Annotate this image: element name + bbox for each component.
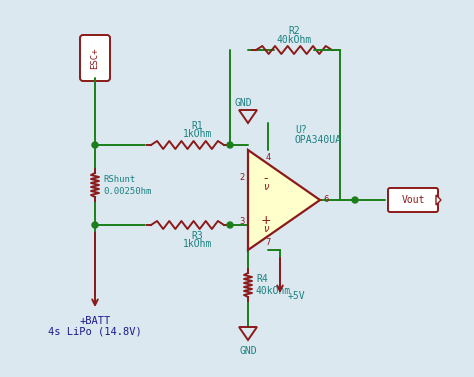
Polygon shape [248,150,320,250]
Text: GND: GND [239,346,257,356]
Text: 6: 6 [323,196,328,204]
Text: 2: 2 [240,173,245,182]
Text: 40kOhm: 40kOhm [256,286,291,296]
FancyBboxPatch shape [80,35,110,81]
Text: -: - [264,173,268,185]
Text: 1kOhm: 1kOhm [183,129,212,139]
Text: +5V: +5V [288,291,306,301]
Text: OPA340UA: OPA340UA [295,135,342,145]
FancyBboxPatch shape [388,188,438,212]
Circle shape [227,222,233,228]
Text: 4s LiPo (14.8V): 4s LiPo (14.8V) [48,327,142,337]
Circle shape [92,142,98,148]
Text: ν: ν [263,224,269,234]
Circle shape [92,222,98,228]
Text: 0.00250hm: 0.00250hm [103,187,151,196]
Text: R1: R1 [191,121,203,131]
Text: GND: GND [234,98,252,108]
Text: Vout: Vout [401,195,425,205]
Text: R2: R2 [288,26,300,36]
Text: ESC+: ESC+ [91,47,100,69]
Text: 3: 3 [240,218,245,227]
Text: 1kOhm: 1kOhm [183,239,212,249]
Text: 4: 4 [265,153,271,162]
Text: +BATT: +BATT [79,316,110,326]
Circle shape [352,197,358,203]
Circle shape [227,142,233,148]
Polygon shape [436,195,441,205]
Text: ν: ν [263,182,269,192]
Text: 40kOhm: 40kOhm [276,35,311,45]
Text: +: + [261,215,271,227]
Text: RShunt: RShunt [103,175,135,184]
Text: R3: R3 [191,231,203,241]
Text: U?: U? [295,125,307,135]
Text: 7: 7 [265,238,271,247]
Text: R4: R4 [256,274,268,284]
